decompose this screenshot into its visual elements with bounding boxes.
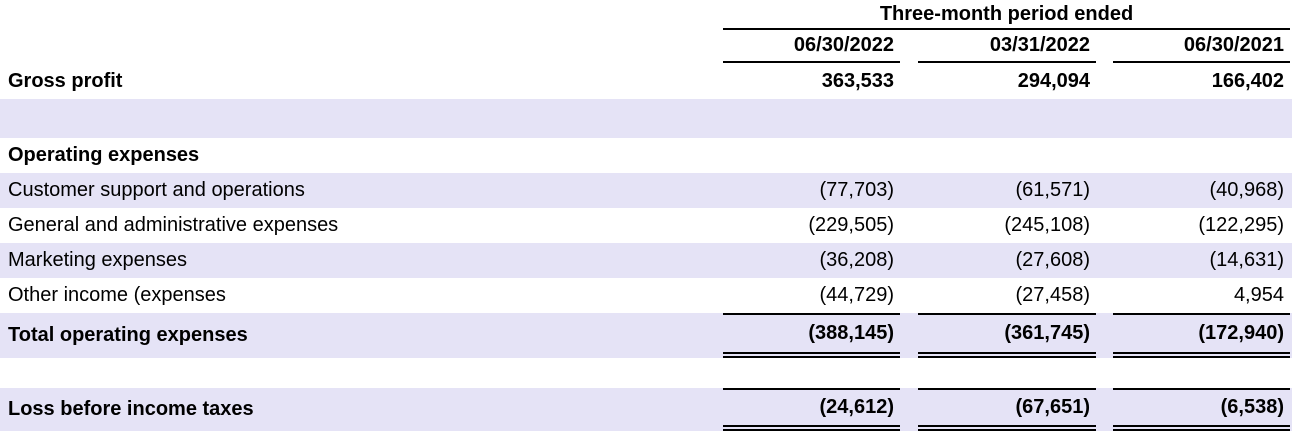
value-cell: (6,538) [1113, 388, 1290, 431]
table-row-total-operating-expenses: Total operating expenses (388,145) (361,… [0, 313, 1292, 358]
table-row-general-admin: General and administrative expenses (229… [0, 208, 1292, 243]
value-cell: (27,458) [1015, 284, 1091, 306]
value-cell [1113, 138, 1290, 173]
row-label: Loss before income taxes [8, 398, 254, 420]
column-gap [900, 313, 918, 358]
value-cell [723, 138, 900, 173]
column-gap [900, 138, 918, 173]
table-row-marketing: Marketing expenses (36,208) (27,608) (14… [0, 243, 1292, 278]
table-row-gross-profit: Gross profit 363,533 294,094 166,402 [0, 63, 1292, 99]
column-header-1: 06/30/2022 [723, 30, 900, 63]
row-label: General and administrative expenses [8, 214, 339, 236]
row-label: Other income (expenses [8, 284, 226, 306]
value-cell: (122,295) [1198, 214, 1284, 236]
column-gap [900, 30, 918, 63]
column-header-3: 06/30/2021 [1113, 30, 1290, 63]
column-gap [1096, 138, 1113, 173]
value-cell: 4,954 [1233, 284, 1284, 306]
period-header-row: Three-month period ended [0, 0, 1292, 30]
value-cell: (388,145) [723, 313, 900, 358]
value-cell [918, 138, 1096, 173]
row-label: Marketing expenses [8, 249, 187, 271]
value-cell: (61,571) [1015, 179, 1091, 201]
table-row-customer-support: Customer support and operations (77,703)… [0, 173, 1292, 208]
table-row-other-income: Other income (expenses (44,729) (27,458)… [0, 278, 1292, 313]
table-row-operating-expenses-header: Operating expenses [0, 138, 1292, 173]
column-gap [1096, 173, 1113, 208]
value-cell: (14,631) [1209, 249, 1285, 271]
row-label: Total operating expenses [8, 324, 248, 346]
value-cell: (44,729) [819, 284, 895, 306]
column-gap [1096, 30, 1113, 63]
value-cell: (40,968) [1209, 179, 1285, 201]
value-cell: (361,745) [918, 313, 1096, 358]
value-cell: (36,208) [819, 249, 895, 271]
value-cell: (77,703) [819, 179, 895, 201]
empty-corner [0, 0, 723, 30]
column-gap [1096, 278, 1113, 313]
column-gap [1096, 243, 1113, 278]
row-label: Customer support and operations [8, 179, 305, 201]
spacer-row-highlighted [0, 99, 1292, 138]
column-gap [900, 63, 918, 99]
column-gap [900, 208, 918, 243]
column-gap [900, 243, 918, 278]
value-cell: 166,402 [1211, 69, 1284, 92]
table-row-loss-before-income-taxes: Loss before income taxes (24,612) (67,65… [0, 388, 1292, 431]
column-gap [1096, 208, 1113, 243]
value-cell: (24,612) [723, 388, 900, 431]
empty-corner [0, 30, 723, 63]
column-gap [1096, 63, 1113, 99]
column-header-2: 03/31/2022 [918, 30, 1096, 63]
column-header-row: 06/30/2022 03/31/2022 06/30/2021 [0, 30, 1292, 63]
column-gap [1096, 313, 1113, 358]
column-gap [900, 278, 918, 313]
value-cell: (27,608) [1015, 249, 1091, 271]
value-cell: 363,533 [821, 69, 894, 92]
column-gap [900, 388, 918, 431]
value-cell: (172,940) [1113, 313, 1290, 358]
value-cell: (229,505) [808, 214, 894, 236]
row-label: Gross profit [8, 69, 123, 92]
row-label: Operating expenses [8, 144, 200, 166]
column-gap [900, 173, 918, 208]
value-cell: (245,108) [1004, 214, 1090, 236]
value-cell: 294,094 [1017, 69, 1090, 92]
spacer-row [0, 358, 1292, 388]
value-cell: (67,651) [918, 388, 1096, 431]
period-header: Three-month period ended [723, 0, 1290, 30]
column-gap [1096, 388, 1113, 431]
